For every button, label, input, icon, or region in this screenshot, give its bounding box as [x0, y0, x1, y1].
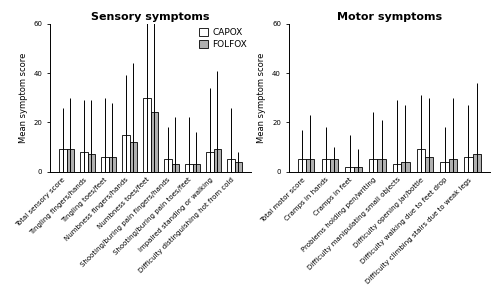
Bar	[206, 152, 214, 172]
Bar	[228, 159, 235, 172]
Bar	[108, 157, 116, 172]
Bar	[416, 149, 425, 172]
Bar	[122, 135, 130, 172]
Bar	[88, 155, 95, 172]
Bar	[186, 164, 192, 172]
Bar	[306, 159, 314, 172]
Bar	[144, 98, 150, 172]
Bar	[66, 149, 74, 172]
Bar	[369, 159, 378, 172]
Y-axis label: Mean symptom score: Mean symptom score	[258, 52, 266, 143]
Bar	[464, 157, 472, 172]
Bar	[235, 162, 242, 172]
Legend: CAPOX, FOLFOX: CAPOX, FOLFOX	[200, 28, 247, 49]
Bar	[346, 167, 354, 172]
Bar	[393, 164, 401, 172]
Bar	[164, 159, 172, 172]
Bar	[330, 159, 338, 172]
Bar	[322, 159, 330, 172]
Bar	[80, 152, 88, 172]
Bar	[101, 157, 108, 172]
Y-axis label: Mean symptom score: Mean symptom score	[19, 52, 28, 143]
Bar	[130, 142, 137, 172]
Title: Motor symptoms: Motor symptoms	[337, 12, 442, 22]
Bar	[425, 157, 434, 172]
Title: Sensory symptoms: Sensory symptoms	[92, 12, 210, 22]
Bar	[472, 155, 481, 172]
Bar	[192, 164, 200, 172]
Bar	[59, 149, 66, 172]
Bar	[150, 112, 158, 172]
Bar	[354, 167, 362, 172]
Bar	[172, 164, 179, 172]
Bar	[214, 149, 221, 172]
Bar	[440, 162, 449, 172]
Bar	[449, 159, 457, 172]
Bar	[298, 159, 306, 172]
Bar	[401, 162, 409, 172]
Bar	[378, 159, 386, 172]
